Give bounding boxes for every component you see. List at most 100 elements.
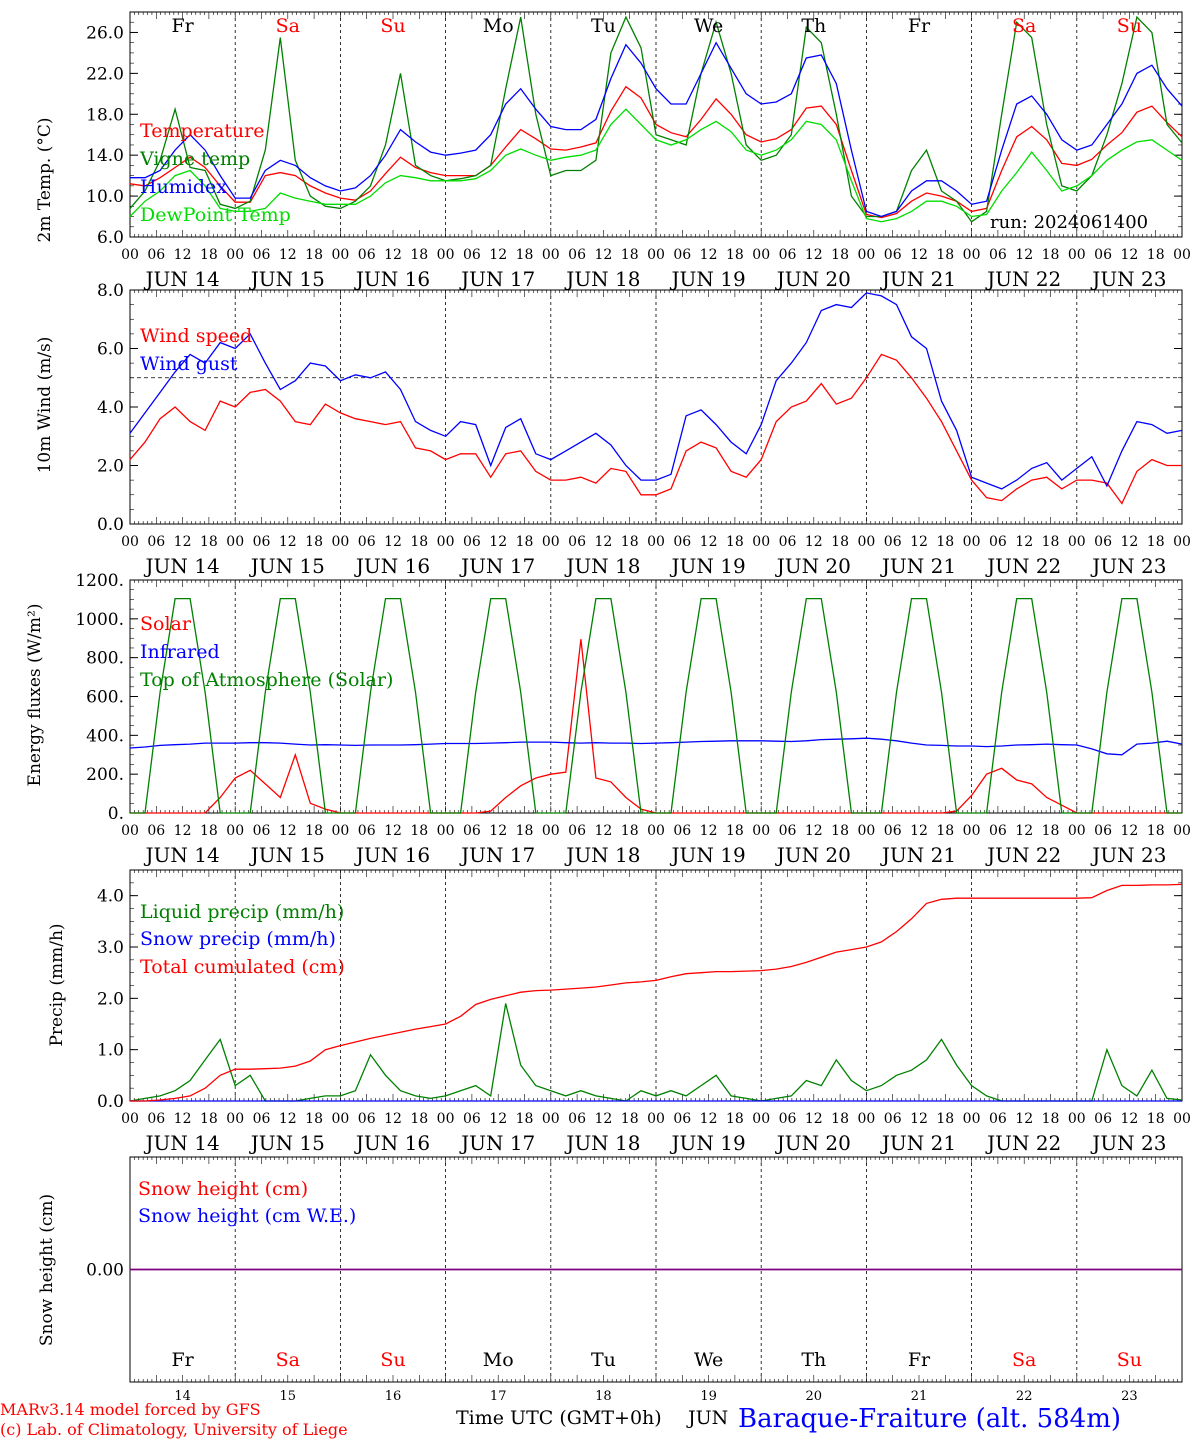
y-tick-label: 1.0 — [97, 1041, 124, 1061]
day-number: 14 — [174, 1389, 191, 1404]
hour-label: 00 — [752, 534, 770, 550]
hour-label: 06 — [1094, 823, 1112, 839]
legend-entry: Wind speed — [140, 325, 252, 347]
hour-label: 06 — [568, 1111, 586, 1127]
legend-entry: Temperature — [140, 120, 264, 142]
hour-label: 06 — [568, 247, 586, 263]
hour-label: 18 — [1042, 534, 1060, 550]
date-label: JUN 22 — [985, 843, 1061, 867]
hour-label: 18 — [516, 534, 534, 550]
hour-label: 12 — [489, 1111, 507, 1127]
hour-label: 06 — [884, 534, 902, 550]
hour-label: 18 — [305, 823, 323, 839]
hour-label: 00 — [1068, 1111, 1086, 1127]
credit-line-1: MARv3.14 model forced by GFS — [0, 1400, 261, 1419]
day-number: 23 — [1121, 1389, 1138, 1404]
hour-label: 12 — [384, 534, 402, 550]
hour-label: 12 — [910, 823, 928, 839]
day-label: Fr — [171, 1349, 194, 1371]
date-label: JUN 17 — [459, 554, 535, 578]
y-tick-label: 4.0 — [97, 398, 124, 418]
hour-label: 00 — [647, 823, 665, 839]
day-number: 15 — [280, 1389, 297, 1404]
day-number: 17 — [490, 1389, 507, 1404]
hour-label: 12 — [805, 247, 823, 263]
day-label: Mo — [483, 15, 514, 37]
hour-label: 12 — [279, 1111, 297, 1127]
day-number: 16 — [385, 1389, 402, 1404]
day-label: Fr — [171, 15, 194, 37]
hour-label: 12 — [805, 1111, 823, 1127]
hour-label: 00 — [226, 823, 244, 839]
date-label: JUN 21 — [880, 267, 956, 291]
hour-label: 18 — [936, 247, 954, 263]
legend-entry: DewPoint Temp — [140, 204, 291, 226]
y-tick-label: 0.0 — [97, 1092, 124, 1112]
hour-label: 06 — [884, 247, 902, 263]
hour-label: 12 — [1015, 1111, 1033, 1127]
y-tick-label: 800. — [86, 649, 124, 669]
hour-label: 00 — [226, 534, 244, 550]
panel-2 — [129, 289, 1183, 525]
hour-label: 00 — [437, 1111, 455, 1127]
hour-label: 12 — [910, 247, 928, 263]
date-label: JUN 18 — [564, 1131, 640, 1155]
hour-label: 12 — [594, 823, 612, 839]
hour-label: 18 — [200, 534, 218, 550]
date-label: JUN 14 — [144, 1131, 220, 1155]
series-wind-gust — [129, 292, 1183, 490]
hour-label: 00 — [331, 247, 349, 263]
hour-label: 18 — [831, 1111, 849, 1127]
hour-label: 00 — [542, 823, 560, 839]
day-label: Th — [801, 1349, 826, 1371]
hour-label: 00 — [752, 247, 770, 263]
hour-label: 00 — [226, 1111, 244, 1127]
hour-label: 18 — [726, 1111, 744, 1127]
date-label: JUN 23 — [1090, 1131, 1166, 1155]
hour-label: 06 — [673, 823, 691, 839]
hour-label: 00 — [121, 823, 139, 839]
day-number: 21 — [911, 1389, 928, 1404]
hour-label: 06 — [463, 823, 481, 839]
y-tick-label: 6.0 — [97, 340, 124, 360]
hour-label: 06 — [253, 823, 271, 839]
y-tick-label: 1200. — [75, 571, 124, 591]
legend-entry: Total cumulated (cm) — [140, 956, 345, 978]
hour-label: 00 — [857, 1111, 875, 1127]
day-label: Sa — [276, 1349, 300, 1371]
hour-label: 06 — [147, 1111, 165, 1127]
hour-label: 12 — [384, 247, 402, 263]
hour-label: 00 — [542, 1111, 560, 1127]
legend-entry: Snow height (cm) — [138, 1178, 308, 1200]
date-label: JUN 21 — [880, 554, 956, 578]
legend-entry: Solar — [140, 613, 192, 635]
hour-label: 12 — [700, 1111, 718, 1127]
day-label: Tu — [591, 1349, 616, 1371]
hour-label: 00 — [331, 1111, 349, 1127]
hour-label: 12 — [384, 823, 402, 839]
hour-label: 00 — [226, 247, 244, 263]
hour-label: 18 — [831, 823, 849, 839]
hour-label: 12 — [805, 534, 823, 550]
legend-entry: Snow precip (mm/h) — [140, 928, 336, 950]
legend-entry: Snow height (cm W.E.) — [138, 1205, 356, 1227]
hour-label: 06 — [463, 534, 481, 550]
legend-entry: Infrared — [140, 641, 220, 663]
legend-entry: Wind gust — [140, 353, 238, 375]
hour-label: 00 — [437, 534, 455, 550]
date-label: JUN 14 — [144, 554, 220, 578]
y-tick-label: 26.0 — [86, 23, 124, 43]
hour-label: 12 — [174, 534, 192, 550]
y-axis-label: 2m Temp. (°C) — [35, 117, 55, 242]
hour-label: 00 — [752, 823, 770, 839]
date-label: JUN 17 — [459, 843, 535, 867]
hour-label: 18 — [726, 247, 744, 263]
hour-label: 12 — [1120, 534, 1138, 550]
hour-label: 18 — [200, 1111, 218, 1127]
hour-label: 00 — [1173, 1111, 1191, 1127]
hour-label: 06 — [358, 1111, 376, 1127]
hour-label: 18 — [200, 823, 218, 839]
hour-label: 00 — [1173, 247, 1191, 263]
hour-label: 12 — [805, 823, 823, 839]
hour-label: 12 — [910, 1111, 928, 1127]
